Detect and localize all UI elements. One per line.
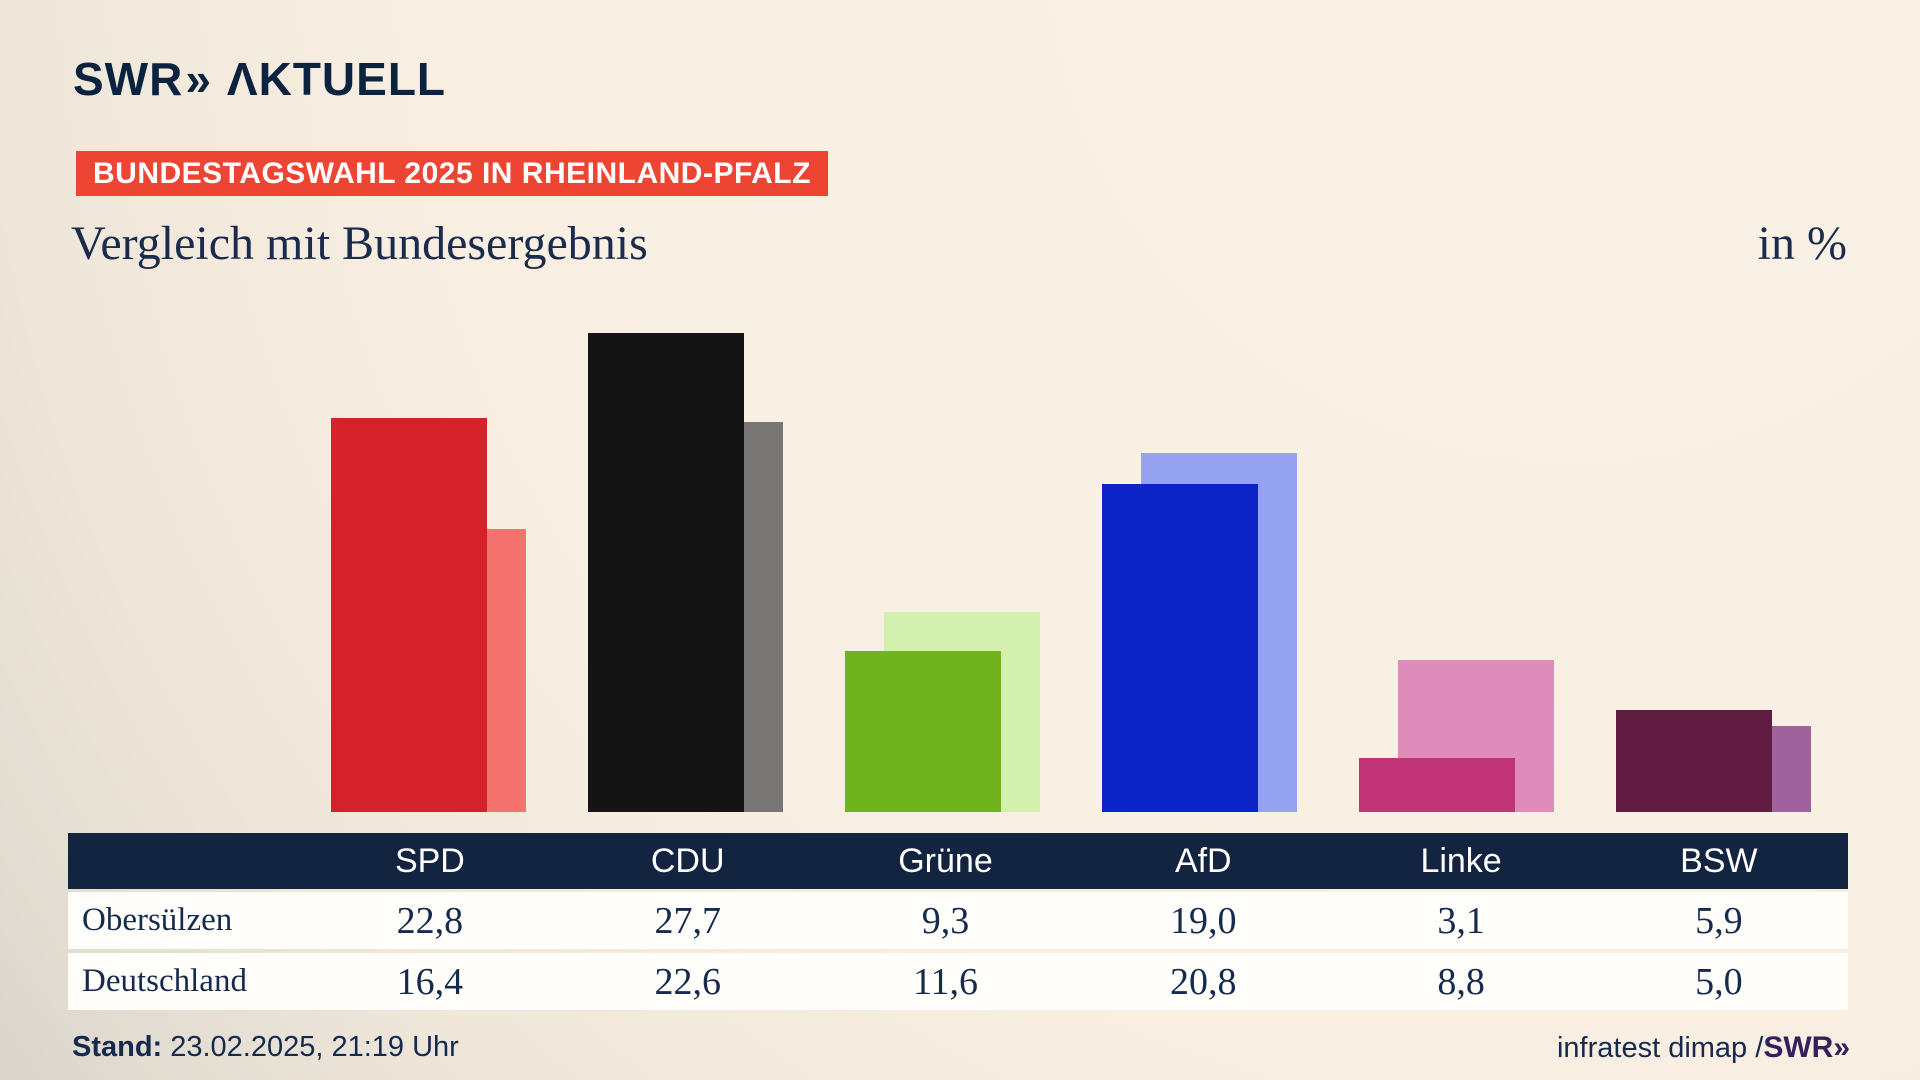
bar-group-cdu xyxy=(588,312,783,812)
row-label-deutschland: Deutschland xyxy=(82,963,247,999)
bar-afd-obersuelzen xyxy=(1102,483,1258,812)
election-badge: BUNDESTAGSWAHL 2025 IN RHEINLAND-PFALZ xyxy=(76,151,828,196)
results-table: SPD CDU Grüne AfD Linke BSW Obersülzen 22,8 27,7… xyxy=(68,833,1848,1014)
bar-group-bsw xyxy=(1616,312,1811,812)
table-header-grüne: Grüne xyxy=(898,841,993,880)
value-deutschland-bsw: 5,0 xyxy=(1695,960,1743,1003)
table-row-obersülzen: Obersülzen 22,8 27,7 9,3 19,0 3,1 5,9 xyxy=(68,892,1848,949)
election-badge-label: BUNDESTAGSWAHL 2025 IN RHEINLAND-PFALZ xyxy=(93,156,811,190)
table-header-spd: SPD xyxy=(394,841,465,880)
table-header-blank-cell xyxy=(68,833,301,889)
table-header-row: SPD CDU Grüne AfD Linke BSW xyxy=(68,833,1848,889)
value-deutschland-spd: 16,4 xyxy=(396,960,464,1003)
bar-cdu-obersuelzen xyxy=(588,333,744,812)
stand-label: Stand: xyxy=(72,1031,163,1063)
swr-logo-chevron-icon: » xyxy=(1833,1031,1850,1064)
table-header-linke: Linke xyxy=(1420,841,1502,880)
bar-group-spd xyxy=(331,312,526,812)
value-obersülzen-afd: 19,0 xyxy=(1170,899,1237,942)
bar-group-afd xyxy=(1102,312,1297,812)
chart-title: Vergleich mit Bundesergebnis xyxy=(71,217,648,270)
row-label-obersülzen: Obersülzen xyxy=(82,902,233,938)
table-row-deutschland: Deutschland 16,4 22,6 11,6 20,8 8,8 5,0 xyxy=(68,953,1848,1010)
value-deutschland-cdu: 22,6 xyxy=(654,960,721,1003)
bar-group-linke xyxy=(1359,312,1554,812)
bar-grüne-obersuelzen xyxy=(845,651,1001,812)
table-header-cdu: CDU xyxy=(650,841,725,880)
bar-linke-obersuelzen xyxy=(1359,758,1515,812)
bar-group-grüne xyxy=(845,312,1040,812)
swr-logo-small: SWR xyxy=(1763,1031,1834,1064)
logo-brand: SWR xyxy=(73,53,184,105)
source-line: infratest dimap / SWR» xyxy=(1557,1031,1850,1065)
value-obersülzen-grüne: 9,3 xyxy=(921,899,970,942)
value-deutschland-grüne: 11,6 xyxy=(912,960,979,1003)
bar-bsw-obersuelzen xyxy=(1616,710,1772,812)
value-obersülzen-bsw: 5,9 xyxy=(1695,899,1743,942)
value-deutschland-afd: 20,8 xyxy=(1170,960,1237,1003)
stand-value: 23.02.2025, 21:19 Uhr xyxy=(170,1031,459,1063)
value-obersülzen-spd: 22,8 xyxy=(396,899,464,942)
source-text: infratest dimap / xyxy=(1556,1032,1764,1064)
value-deutschland-linke: 8,8 xyxy=(1437,960,1485,1003)
swr-aktuell-logo: SWR» ΛKTUELL xyxy=(73,52,446,106)
bar-chart xyxy=(331,312,1811,812)
status-line: Stand: 23.02.2025, 21:19 Uhr xyxy=(72,1031,459,1064)
bar-spd-obersuelzen xyxy=(331,418,487,812)
value-obersülzen-cdu: 27,7 xyxy=(654,899,721,942)
table-header-afd: AfD xyxy=(1174,841,1232,880)
value-obersülzen-linke: 3,1 xyxy=(1437,899,1485,942)
logo-suffix: ΛKTUELL xyxy=(226,53,447,105)
logo-chevron-icon: » xyxy=(185,53,211,105)
table-header-bsw: BSW xyxy=(1680,841,1758,880)
unit-label: in % xyxy=(1757,217,1847,270)
